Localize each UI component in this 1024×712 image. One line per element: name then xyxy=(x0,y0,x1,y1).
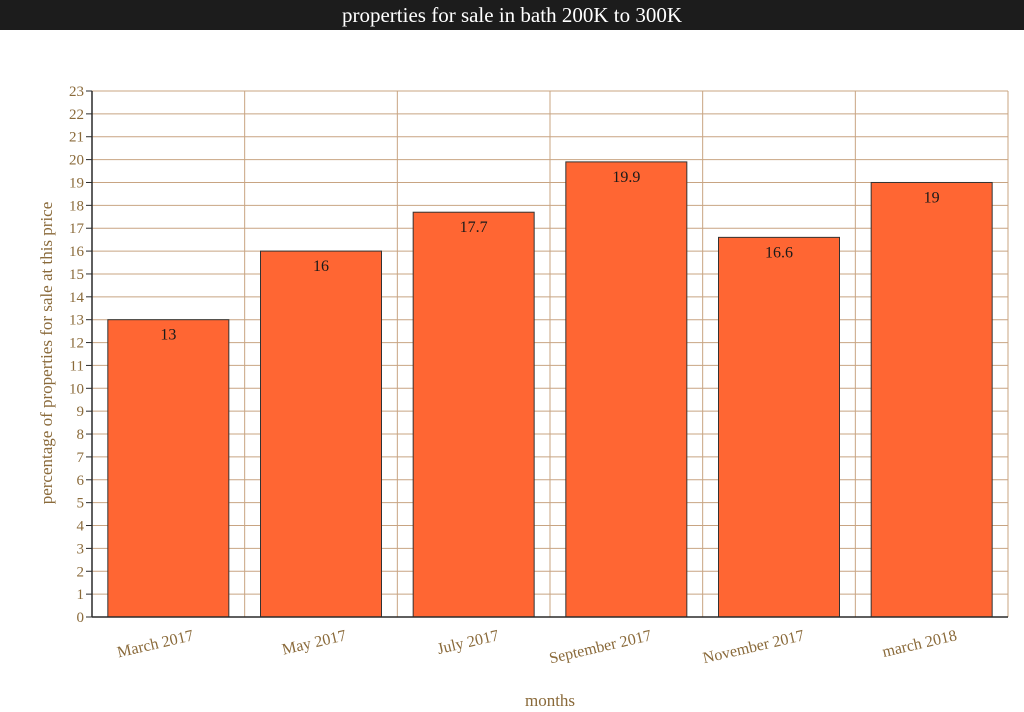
x-tick-label: September 2017 xyxy=(548,627,654,667)
chart-title: properties for sale in bath 200K to 300K xyxy=(0,0,1024,30)
bar-value-label: 13 xyxy=(160,327,176,344)
bar-value-label: 17.7 xyxy=(460,219,488,236)
y-tick-label: 21 xyxy=(69,130,84,146)
x-tick-label: march 2018 xyxy=(881,627,959,661)
bar xyxy=(260,250,382,618)
y-tick-label: 3 xyxy=(77,541,85,557)
bar xyxy=(870,181,993,618)
x-tick-label: March 2017 xyxy=(116,627,196,661)
y-tick-label: 9 xyxy=(77,404,85,420)
bar xyxy=(718,236,840,618)
bar-value-label: 19.9 xyxy=(612,169,640,186)
y-tick-label: 11 xyxy=(70,358,84,374)
y-tick-label: 10 xyxy=(69,381,84,397)
grid-lines xyxy=(91,90,1009,618)
y-tick-label: 4 xyxy=(77,519,85,535)
y-tick-label: 19 xyxy=(69,175,84,191)
x-tick-label: July 2017 xyxy=(436,627,501,658)
bar-value-label: 19 xyxy=(924,189,940,206)
y-tick-label: 7 xyxy=(77,450,85,466)
x-tick-label: November 2017 xyxy=(701,627,806,667)
y-tick-label: 23 xyxy=(69,84,84,100)
y-tick-label: 0 xyxy=(77,610,85,626)
bar xyxy=(107,319,230,618)
y-tick-label: 22 xyxy=(69,107,84,123)
y-tick-label: 12 xyxy=(69,336,84,352)
y-tick-label: 20 xyxy=(69,153,84,169)
bar-value-label: 16 xyxy=(313,258,329,275)
y-tick-label: 5 xyxy=(77,496,85,512)
bar xyxy=(412,211,535,618)
axes xyxy=(91,91,1008,618)
y-tick-label: 6 xyxy=(77,473,85,489)
bars xyxy=(107,161,993,618)
y-tick-label: 1 xyxy=(77,587,85,603)
x-axis-categories: March 2017 May 2017 July 2017 September 201… xyxy=(116,627,959,667)
y-tick-label: 15 xyxy=(69,267,84,283)
y-axis-title: percentage of properties for sale at thi… xyxy=(37,202,56,505)
value-labels: 13 16 17.7 19.9 16.6 19 xyxy=(160,169,939,344)
y-tick-label: 14 xyxy=(69,290,85,306)
x-tick-label: May 2017 xyxy=(280,627,347,658)
y-tick-label: 8 xyxy=(77,427,85,443)
y-tick-label: 18 xyxy=(69,198,84,214)
bar-value-label: 16.6 xyxy=(765,244,793,261)
y-tick-label: 2 xyxy=(77,564,85,580)
bar xyxy=(565,161,688,618)
y-tick-label: 13 xyxy=(69,313,84,329)
y-tick-label: 16 xyxy=(69,244,85,260)
y-tick-label: 17 xyxy=(69,221,85,237)
x-axis-title: months xyxy=(525,691,575,710)
